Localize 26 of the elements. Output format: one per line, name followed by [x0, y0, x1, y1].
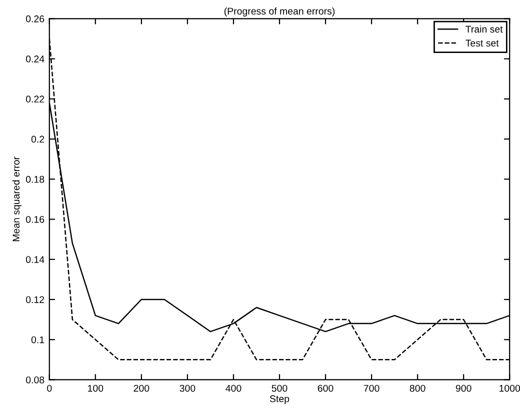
y-tick-label: 0.14	[26, 256, 44, 263]
y-tick-label: 0.18	[26, 176, 44, 183]
y-tick-label: 0.24	[26, 56, 44, 62]
x-tick-label: 400	[226, 384, 242, 392]
x-tick-label: 800	[410, 384, 426, 392]
legend-label: Train set	[466, 25, 503, 33]
chart-title: (Progress of mean errors)	[224, 7, 335, 17]
x-tick-label: 0	[47, 384, 52, 392]
y-tick-label: 0.22	[26, 96, 44, 103]
y-tick-label: 0.26	[26, 15, 44, 22]
x-tick-label: 900	[456, 384, 472, 392]
y-tick-label: 0.16	[26, 216, 44, 223]
y-tick-label: 0.2	[31, 136, 44, 143]
x-tick-label: 1000	[500, 384, 520, 392]
y-tick-label: 0.12	[26, 296, 44, 304]
x-tick-label: 600	[318, 384, 334, 392]
x-tick-label: 500	[272, 384, 288, 392]
x-axis-title: Step	[270, 395, 290, 404]
y-axis-title: Mean squared error	[12, 156, 22, 242]
x-tick-label: 300	[180, 384, 196, 392]
y-tick-label: 0.08	[26, 376, 44, 384]
legend-label: Test set	[466, 40, 499, 47]
y-tick-label: 0.1	[31, 336, 44, 344]
x-tick-label: 700	[364, 384, 380, 392]
x-tick-label: 100	[88, 384, 104, 392]
x-tick-label: 200	[134, 384, 150, 392]
